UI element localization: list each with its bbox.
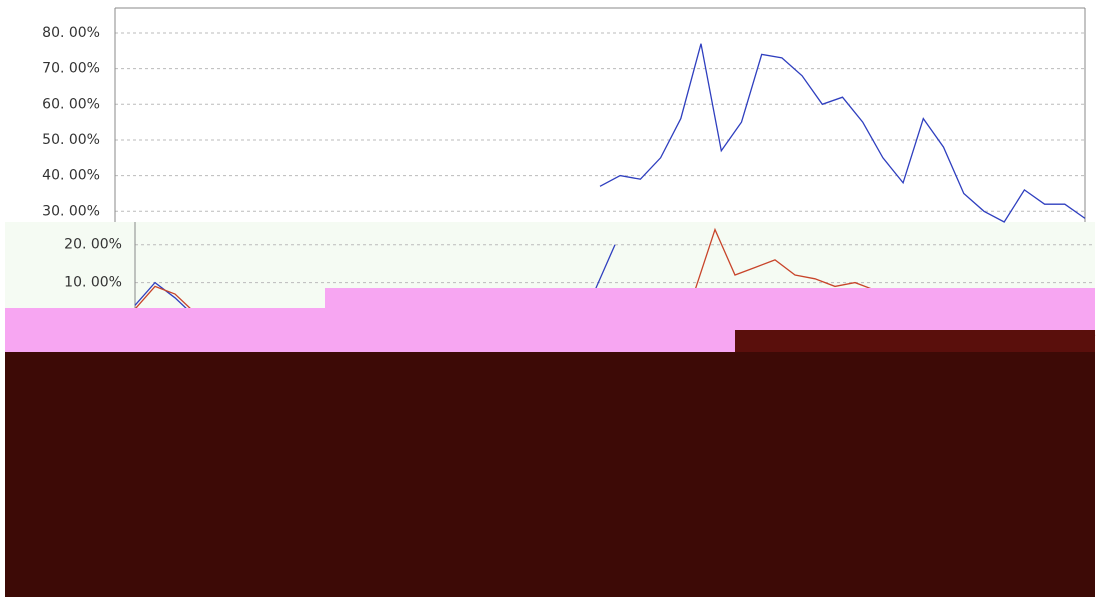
y-tick-label: 60. 00% [42, 96, 100, 112]
y-tick-label: 20. 00% [64, 237, 122, 253]
y-tick-label: 50. 00% [42, 132, 100, 148]
y-tick-label: 80. 00% [42, 25, 100, 41]
y-tick-label: 70. 00% [42, 61, 100, 77]
y-tick-label: 30. 00% [42, 203, 100, 219]
chart: -10. 00%0. 00%10. 00%20. 00% 30. 00%40. … [0, 0, 1096, 599]
upper-panel: 30. 00% 40. 00% 50. 00% 60. 00% 70. 00% 80. 0… [42, 8, 1085, 222]
glitch-band [735, 330, 1095, 352]
glitch-overlay [5, 288, 1095, 597]
y-tick-label: 10. 00% [64, 275, 122, 291]
glitch-block [5, 352, 1095, 597]
glitch-band [325, 288, 1095, 308]
series-line [600, 44, 1085, 222]
y-tick-label: 40. 00% [42, 168, 100, 184]
